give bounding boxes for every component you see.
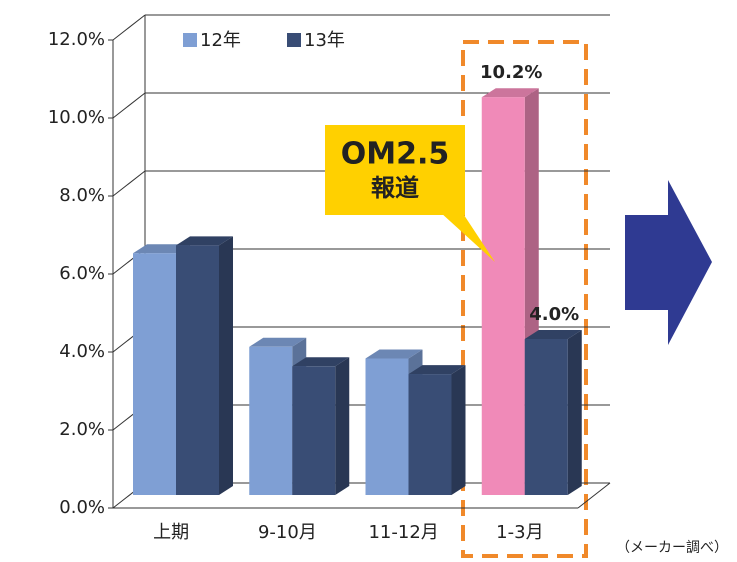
y-tick-label: 10.0% (48, 107, 105, 128)
legend-label: 12年 (200, 30, 241, 51)
bar-front (524, 339, 568, 495)
y-tick-label: 2.0% (59, 419, 105, 440)
bar-front (292, 366, 336, 495)
bar-side (335, 357, 350, 495)
bar-side (219, 236, 233, 495)
legend-swatch (287, 33, 301, 47)
arrow (625, 180, 712, 345)
bar (481, 88, 539, 495)
bar-side (451, 365, 466, 495)
highlight-frame (461, 40, 588, 558)
data-label: 4.0% (529, 304, 579, 325)
bar-front (481, 97, 525, 495)
grid-line (112, 92, 146, 119)
y-tick-label: 0.0% (59, 497, 105, 518)
bar-top (524, 330, 582, 339)
bar (408, 365, 466, 495)
callout-text: OM2.5 (341, 137, 450, 172)
y-tick-label: 8.0% (59, 185, 105, 206)
x-tick-label: 上期 (153, 522, 189, 543)
bar-top (365, 349, 423, 359)
callout-text: 報道 (371, 174, 419, 202)
data-label: 10.2% (480, 62, 542, 83)
x-tick-label: 11-12月 (368, 522, 438, 543)
bar-top (481, 88, 539, 98)
callout-box (325, 125, 465, 215)
bar (176, 236, 233, 495)
bar-top (292, 357, 350, 367)
bar-top (133, 244, 190, 254)
x-tick-label: 9-10月 (258, 522, 317, 543)
axis-line (577, 482, 611, 509)
bar-front (365, 358, 409, 495)
grid-line (112, 170, 146, 197)
bar-front (133, 253, 176, 495)
bar-side (567, 330, 582, 495)
bar-front (408, 374, 452, 495)
bar (292, 357, 350, 495)
bar-top (176, 236, 233, 246)
legend-swatch (183, 33, 197, 47)
callout-tail (440, 212, 495, 262)
bar-front (176, 245, 219, 495)
y-tick-label: 4.0% (59, 341, 105, 362)
bar-top (249, 337, 307, 347)
y-tick-label: 6.0% (59, 263, 105, 284)
legend-label: 13年 (304, 30, 345, 51)
y-tick-label: 12.0% (48, 29, 105, 50)
bar-top (408, 365, 466, 375)
bar-front (249, 346, 293, 495)
bar (524, 330, 582, 495)
source: （メーカー調べ） (616, 540, 728, 556)
grid-line (112, 14, 146, 41)
x-tick-label: 1-3月 (496, 522, 543, 543)
